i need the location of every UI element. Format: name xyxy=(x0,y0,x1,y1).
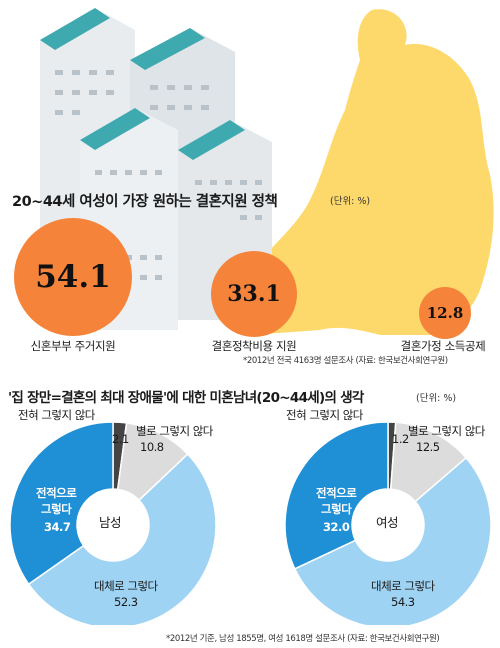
female-label-rarely: 별로 그렇지 않다 xyxy=(408,424,485,438)
donut-source: *2012년 기준, 남성 1855명, 여성 1618명 설문조사 (자료: … xyxy=(166,634,440,644)
female-value-mostly: 54.3 xyxy=(391,595,415,609)
male-label-none: 전혀 그렇지 않다 xyxy=(18,408,95,422)
female-value-rarely: 12.5 xyxy=(416,440,440,454)
apartment-buildings-icon xyxy=(40,8,272,330)
female-slice-mostly xyxy=(293,456,492,625)
male-slice-mostly xyxy=(27,453,217,625)
bubble-value-1: 54.1 xyxy=(35,259,111,295)
illustration xyxy=(40,8,494,336)
male-donut-hole xyxy=(78,490,148,560)
donut-section-unit: (단위: %) xyxy=(416,393,457,404)
male-center-label: 남성 xyxy=(99,515,122,530)
bubble-value-2: 33.1 xyxy=(227,281,281,307)
donut-charts xyxy=(9,421,492,625)
donut-male xyxy=(9,421,217,625)
bubble-1: 54.1 xyxy=(14,218,132,336)
couple-silhouette-icon xyxy=(239,9,494,336)
bubble-chart-unit: (단위: %) xyxy=(330,196,371,207)
bubble-2: 33.1 xyxy=(211,251,297,337)
bubble-chart-title: 20~44세 여성이 가장 원하는 결혼지원 정책 xyxy=(12,194,278,210)
male-label-rarely: 별로 그렇지 않다 xyxy=(136,424,213,438)
female-value-none: 1.2 xyxy=(392,432,409,446)
donut-female xyxy=(284,421,492,625)
male-slice-fully xyxy=(9,421,114,586)
bubble-label-3: 결혼가정 소득공제 xyxy=(400,339,486,353)
bubble-label-1: 신혼부부 주거지원 xyxy=(30,339,116,353)
male-label-mostly: 대체로 그렇다 xyxy=(94,579,158,593)
female-label-fully: 전적으로 그렇다 xyxy=(316,486,357,516)
female-donut-hole xyxy=(353,490,423,560)
female-label-mostly: 대체로 그렇다 xyxy=(371,579,435,593)
female-value-fully: 32.0 xyxy=(323,520,350,534)
bubble-source: *2012년 전국 4163명 설문조사 (자료: 한국보건사회연구원) xyxy=(243,356,448,366)
female-slice-fully xyxy=(284,421,389,570)
female-center-label: 여성 xyxy=(376,515,399,530)
male-value-none: 2.1 xyxy=(112,432,129,446)
donut-section-title: '집 장만=결혼의 최대 장애물'에 대한 미혼남녀(20~44세)의 생각 xyxy=(8,390,364,406)
male-value-mostly: 52.3 xyxy=(114,595,138,609)
male-label-fully: 전적으로 그렇다 xyxy=(36,486,77,516)
female-label-none: 전혀 그렇지 않다 xyxy=(286,408,363,422)
male-value-rarely: 10.8 xyxy=(140,440,164,454)
bubble-value-3: 12.8 xyxy=(426,304,464,322)
bubble-3: 12.8 xyxy=(419,287,471,339)
bubble-label-2: 결혼정착비용 지원 xyxy=(211,339,297,353)
male-value-fully: 34.7 xyxy=(44,520,71,534)
